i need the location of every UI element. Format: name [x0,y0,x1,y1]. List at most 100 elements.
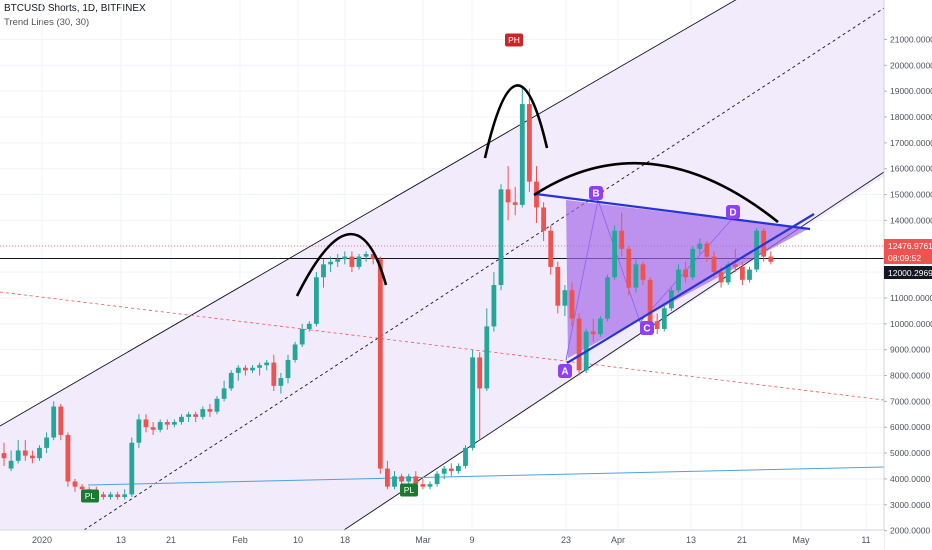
triangle-lower-line [566,213,815,364]
candle-body-14 [101,494,106,497]
candle-body-92 [654,321,660,329]
candle-body-37 [264,362,270,366]
time-label-13: 11 [861,535,870,545]
candle-body-49 [349,256,355,267]
candle-body-67 [477,357,483,389]
time-axis[interactable]: 2020 13 21 Feb 10 18 Mar 9 23 Apr 13 21 May 11 [0,529,884,550]
candle-body-29 [207,409,213,412]
candle-body-74 [527,104,532,182]
price-label-3: 18000.0000 [890,112,932,122]
candle-body-76 [541,207,546,231]
candle-body-38 [271,362,277,386]
candle-body-87 [619,230,625,249]
candle-body-53 [377,259,383,469]
candle-body-54 [385,468,390,487]
candle-body-64 [456,465,461,472]
candle-body-51 [363,254,369,257]
price-label-18: 3000.0000 [890,500,930,510]
crosshair-tag-text: 12000.2969 [888,268,932,278]
price-label-6: 15000.0000 [890,190,932,200]
crosshair-tag-box [884,266,932,279]
pivot-low-jan-label: PL [85,491,96,501]
candle-body-88 [626,248,632,288]
point-a-label: A [561,367,568,378]
candle-body-10 [72,481,78,487]
candle-body-26 [186,414,191,417]
candle-body-34 [243,367,248,371]
candle-body-9 [65,434,71,482]
price-axis[interactable]: 21000.0000 20000.0000 19000.0000 18000.0000… [883,0,932,550]
candle-body-5 [37,447,42,459]
time-label-11: 21 [737,535,747,545]
candle-body-100 [711,256,717,273]
time-label-4: 10 [293,535,303,545]
candle-body-90 [640,264,646,280]
time-label-9: Apr [611,535,625,545]
price-label-13: 8000.0000 [890,371,930,381]
candle-body-52 [370,254,376,260]
candle-body-65 [463,447,468,466]
candle-body-78 [555,266,561,306]
price-label-1: 20000.0000 [890,60,932,70]
candle-body-83 [590,331,596,335]
candle-body-105 [747,269,752,280]
candle-body-56 [399,476,404,482]
candle-body-25 [179,416,184,423]
candle-body-80 [569,290,575,319]
time-label-6: Mar [415,535,431,545]
arc-right-shoulder [533,161,779,224]
candle-body-35 [250,367,255,371]
candle-body-33 [235,367,241,373]
triangle-pattern [566,200,808,358]
candle-body-77 [548,230,554,267]
candle-body-11 [79,486,85,490]
candle-body-17 [122,494,128,497]
candle-body-72 [512,202,518,205]
candle-body-84 [598,318,603,335]
last-price-tag-box [884,239,932,252]
point-d-label: D [729,208,736,219]
time-label-5: 18 [340,535,350,545]
candle-body-2 [15,450,21,461]
indicator-label[interactable]: Trend Lines (30, 30) [4,17,90,28]
candle-body-36 [257,365,262,368]
candle-body-39 [278,378,284,386]
price-label-12: 9000.0000 [890,345,930,355]
candle-body-71 [505,189,511,203]
candle-body-4 [30,455,35,459]
arc-head [483,84,549,159]
candle-body-98 [697,243,703,249]
candle-body-47 [335,259,341,262]
candle-body-30 [214,398,220,412]
point-c-box [640,321,654,335]
candle-body-104 [740,266,745,280]
countdown-tag-box [884,252,932,264]
candle-body-63 [448,468,454,472]
candle-body-99 [704,243,710,257]
candle-body-103 [732,264,738,267]
candle-body-70 [498,189,504,286]
triangle-upper-line [535,192,811,231]
point-b-box [589,186,603,200]
candle-body-20 [143,419,149,428]
rising-channel-fill [0,0,884,530]
candle-body-55 [392,476,397,487]
time-label-8: 23 [561,535,571,545]
candle-body-27 [193,414,199,417]
candle-body-32 [228,372,234,389]
pivot-low-mar-box [400,483,418,497]
time-axis-bg [0,530,884,550]
candle-body-69 [491,285,497,327]
candle-body-21 [150,427,156,430]
candle-body-24 [172,422,177,425]
price-label-14: 7000.0000 [890,396,930,406]
time-label-1: 13 [116,535,126,545]
arc-drawings [295,84,815,364]
pivot-high-label: PH [508,35,520,45]
candle-body-57 [406,476,412,482]
candle-body-96 [683,269,688,278]
time-label-12: May [792,535,810,545]
chart-title: BTCUSD Shorts, 1D, BITFINEX [4,3,146,14]
candle-body-66 [470,357,475,448]
